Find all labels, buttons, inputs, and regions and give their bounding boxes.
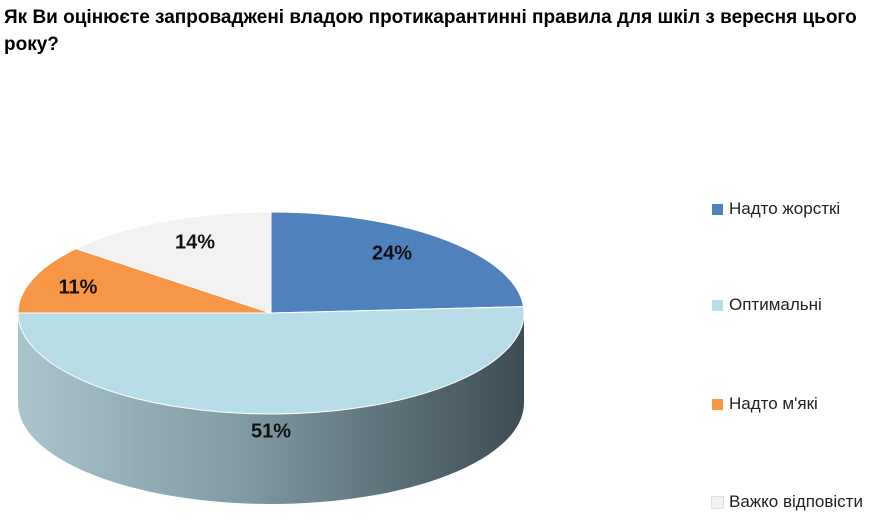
legend-item-2: Оптимальні (712, 294, 822, 316)
legend-label-2: Оптимальні (729, 295, 822, 314)
legend-swatch-2 (712, 299, 723, 311)
legend-label-4: Важко відповісти (729, 492, 863, 511)
legend-label-3: Надто м'які (729, 394, 818, 413)
slice-value-label-3: 11% (59, 276, 98, 298)
pie-sides (18, 313, 524, 504)
legend-swatch-1 (712, 203, 723, 215)
slice-value-label-2: 51% (251, 420, 291, 442)
pie-slice-2 (17, 306, 525, 415)
legend-swatch-4 (711, 495, 724, 509)
legend-label-1: Надто жорсткі (729, 199, 841, 218)
pie-side-rim (18, 313, 524, 504)
chart-title: Як Ви оцінюєте запроваджені владою проти… (4, 7, 857, 55)
pie-labels: 24% 51% 11% 14% (59, 231, 413, 442)
slice-value-label-1: 24% (372, 242, 412, 264)
pie-slices (17, 211, 525, 415)
legend-item-3: Надто м'які (712, 393, 818, 415)
pie-slice-4 (74, 211, 272, 314)
legend-item-4: Важко відповісти (711, 491, 863, 513)
legend-item-1: Надто жорсткі (712, 198, 840, 220)
slice-value-label-4: 14% (175, 231, 215, 253)
pie-slice-1 (270, 211, 525, 314)
pie-slice-3 (17, 248, 272, 314)
legend-swatch-3 (712, 398, 723, 410)
